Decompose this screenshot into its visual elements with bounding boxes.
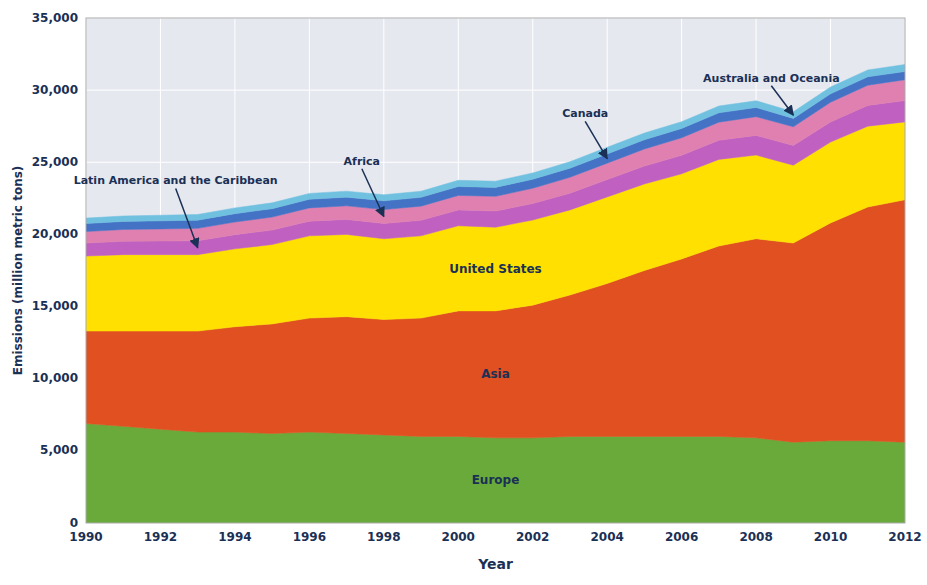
y-tick-label: 20,000 [32,227,78,241]
x-axis-label: Year [477,556,513,572]
x-tick-label: 2012 [888,530,921,544]
area-band [86,72,905,232]
series-callout: Latin America and the Caribbean [74,174,278,187]
series-label: Asia [481,367,510,381]
x-tick-label: 2004 [590,530,623,544]
x-tick-label: 2000 [442,530,475,544]
areas [86,64,905,523]
annotation-arrow [176,188,198,247]
x-tick-label: 2008 [739,530,772,544]
y-tick-label: 5,000 [40,443,78,457]
y-tick-label: 35,000 [32,11,78,25]
annotation-arrow [585,121,607,158]
y-grid-line [86,90,905,91]
y-tick-label: 10,000 [32,371,78,385]
chart: 0 5,000 10,000 15,000 20,000 25,000 30,000 35,0… [0,0,927,585]
y-tick-label: 25,000 [32,155,78,169]
y-tick-label: 15,000 [32,299,78,313]
x-tick-label: 1990 [69,530,102,544]
series-callout: Australia and Oceania [703,72,840,85]
series-callout: Canada [562,107,608,120]
plot-frame [86,18,905,523]
y-axis-label: Emissions (million metric tons) [11,166,25,376]
series-callout: Africa [344,155,380,168]
grid [86,18,905,523]
x-tick-label: 1996 [293,530,326,544]
x-tick-label: 1998 [367,530,400,544]
plot-background [86,18,905,523]
y-tick-label: 30,000 [32,83,78,97]
series-label: United States [449,262,542,276]
x-tick-label: 2010 [814,530,847,544]
series-label: Europe [472,473,520,487]
area-band [86,64,905,223]
y-tick-label: 0 [70,516,78,530]
x-tick-label: 1994 [218,530,251,544]
annotation-arrow [362,169,384,217]
x-tick-label: 2006 [665,530,698,544]
x-tick-label: 2002 [516,530,549,544]
x-tick-label: 1992 [144,530,177,544]
annotation-arrow [771,86,793,115]
